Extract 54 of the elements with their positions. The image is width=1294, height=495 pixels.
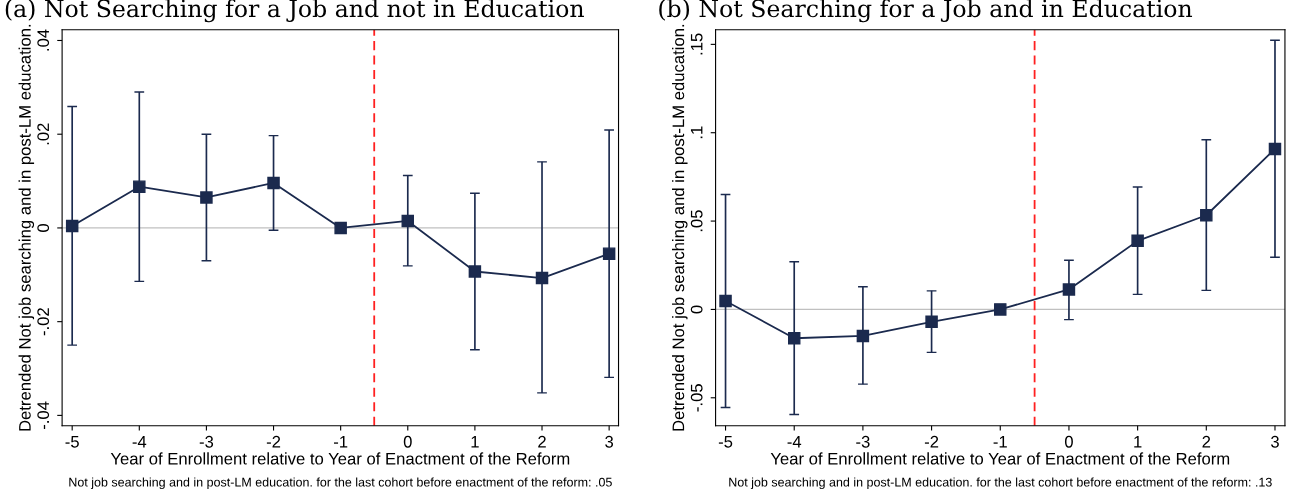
point	[65, 219, 79, 233]
point	[856, 329, 870, 343]
y-tick-label: 0	[37, 223, 50, 232]
y-tick-label: .05	[690, 210, 703, 232]
x-tick-label: -3	[856, 435, 870, 448]
x-tick-label: 2	[538, 435, 546, 448]
x-tick-label: -2	[266, 435, 281, 448]
y-tick-label: -.04	[37, 401, 50, 430]
x-tick-label: -4	[132, 436, 147, 448]
point	[1131, 234, 1144, 248]
y-tick-label: .1	[690, 126, 703, 139]
point	[133, 180, 146, 193]
y-tick-label: -.05	[690, 384, 703, 412]
x-axis-title: Year of Enrollment relative to Year of Enactment of the Reform	[770, 452, 1230, 465]
chart-title: (b) Not Searching for a Job and in Education	[659, 0, 1193, 23]
point	[925, 315, 938, 329]
y-tick-label: 0	[690, 305, 703, 314]
point	[200, 191, 213, 204]
x-tick-label: -1	[993, 436, 1007, 448]
x-tick-label: -4	[787, 436, 802, 448]
x-tick-label: -5	[718, 436, 733, 448]
point	[535, 271, 549, 285]
x-tick-label: 1	[1134, 436, 1142, 448]
point	[1268, 142, 1282, 156]
point	[401, 214, 415, 228]
point	[602, 247, 616, 260]
point	[719, 294, 732, 308]
x-tick-label: -2	[924, 435, 939, 448]
point	[787, 331, 801, 345]
x-tick-label: 3	[1270, 435, 1279, 448]
y-tick-label: .04	[37, 29, 50, 51]
point	[1200, 208, 1213, 222]
x-tick-label: -3	[199, 435, 214, 448]
point	[267, 176, 280, 190]
x-tick-label: -1	[333, 436, 348, 448]
x-tick-label: 2	[1202, 435, 1211, 448]
x-axis-title: Year of Enrollment relative to Year of Enactment of the Reform	[110, 452, 570, 465]
x-tick-label: -5	[65, 436, 79, 448]
y-tick-label: .02	[37, 123, 50, 145]
point	[1062, 283, 1076, 296]
x-tick-label: 0	[403, 435, 412, 448]
point	[994, 303, 1007, 316]
y-axis-title: Detrended Not job searching and in post-LM education.	[672, 24, 688, 431]
y-tick-label: -.02	[37, 308, 50, 336]
y-axis-title: Detrended Not job searching and in post-LM education.	[18, 24, 35, 431]
x-tick-label: 3	[605, 435, 614, 448]
point	[468, 265, 482, 278]
text: Not job searching and in post-LM education. for the last cohort before enactment of the reform: .05	[69, 477, 612, 490]
chart-title: (a) Not Searching for a Job and not in Education	[5, 0, 584, 23]
text: Not job searching and in post-LM education. for the last cohort before enactment of the reform: .13	[729, 477, 1272, 490]
point	[334, 221, 347, 235]
x-tick-label: 0	[1064, 435, 1073, 448]
y-tick-label: .15	[690, 33, 703, 55]
x-tick-label: 1	[471, 436, 479, 448]
